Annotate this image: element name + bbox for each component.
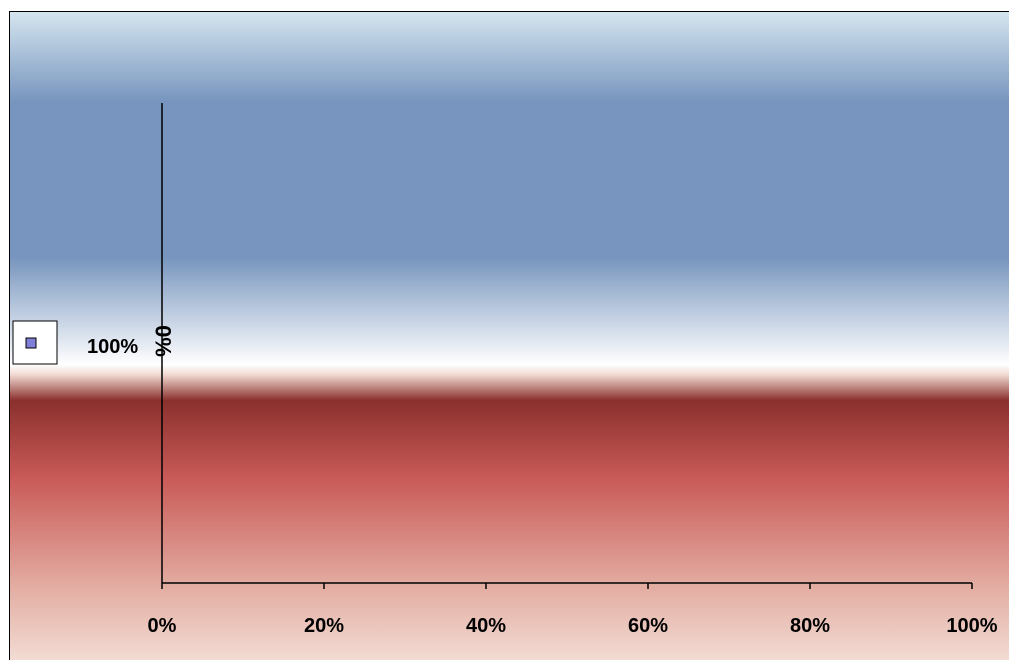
- x-tick-label: 100%: [946, 615, 997, 637]
- legend-entry-label: 100%: [87, 336, 138, 358]
- x-tick-label: 40%: [466, 615, 506, 637]
- chart-background: [9, 11, 1009, 660]
- x-tick-label: 20%: [304, 615, 344, 637]
- legend-swatch: [25, 337, 37, 349]
- bar-data-label: 0%: [151, 325, 176, 357]
- x-tick-label: 80%: [790, 615, 830, 637]
- x-tick-label: 60%: [628, 615, 668, 637]
- plot-area: 0% 20% 40% 60% 80% 100% 0% 100%: [12, 103, 998, 637]
- x-tick-label: 0%: [148, 615, 177, 637]
